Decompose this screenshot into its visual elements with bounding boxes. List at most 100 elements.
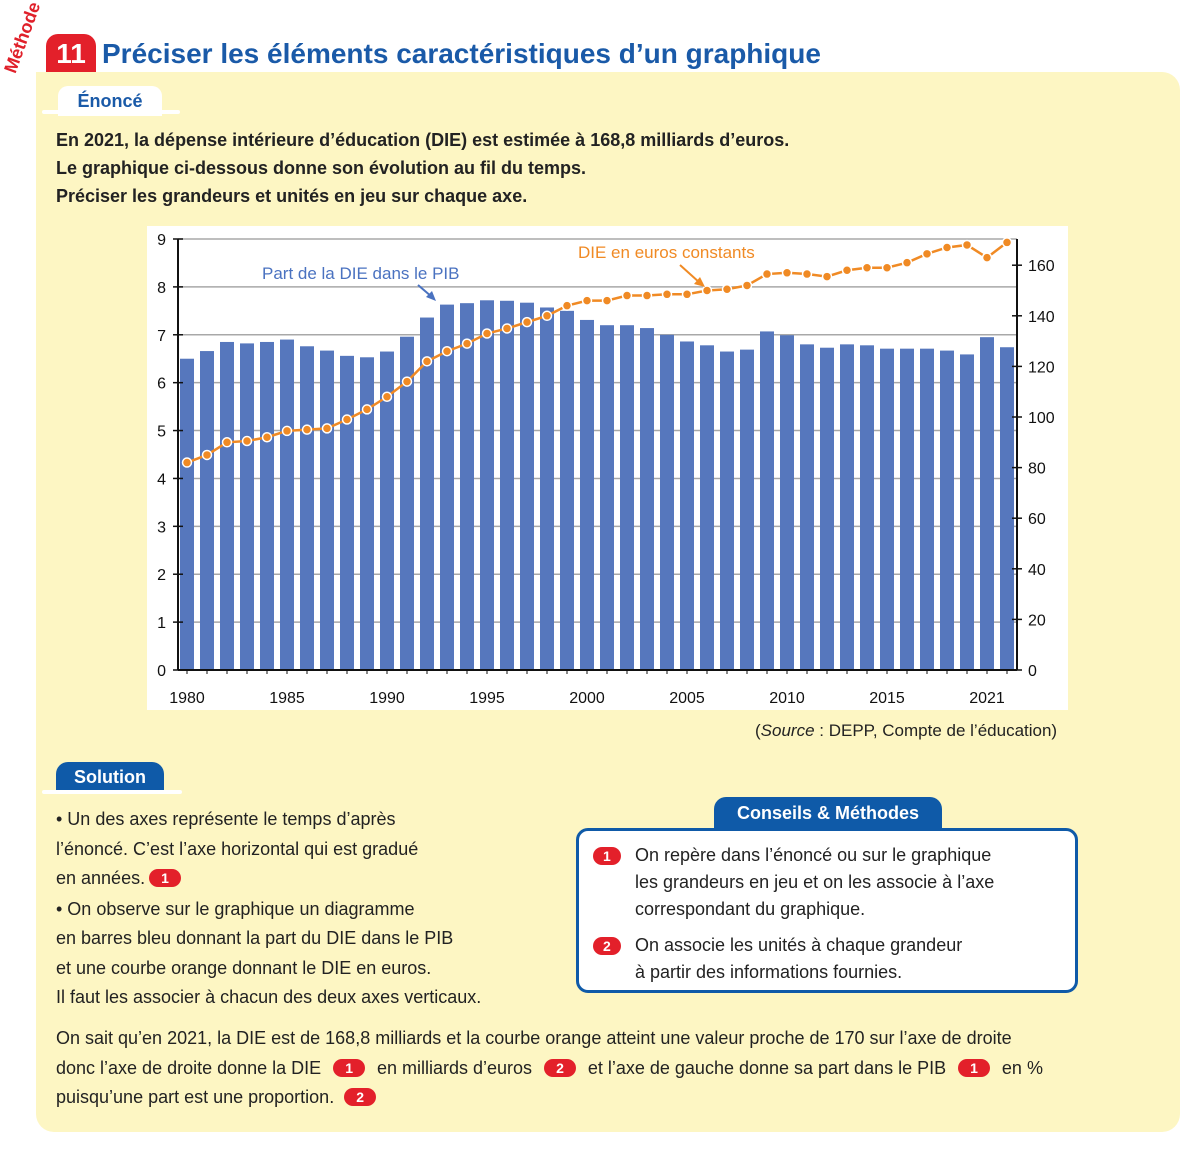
method-badge: 2 [544, 1058, 576, 1077]
solution-bullets: • Un des axes représente le temps d’aprè… [56, 805, 556, 1014]
line-point-1993 [441, 345, 453, 357]
left-tick-label: 8 [157, 280, 166, 297]
arrow-head-icon [694, 277, 705, 287]
text-line: à partir des informations fournies. [635, 962, 903, 982]
line-point-2017 [921, 248, 933, 260]
bar-1997 [520, 302, 534, 670]
line-point-2003 [641, 290, 653, 301]
left-tick-label: 7 [157, 328, 166, 345]
bar-2007 [720, 351, 734, 670]
bar-1992 [420, 317, 434, 670]
line-point-2009 [761, 268, 773, 280]
right-tick-label: 20 [1028, 612, 1046, 629]
bar-2008 [740, 349, 754, 670]
gridlines [178, 238, 1017, 623]
left-tick-label: 0 [157, 663, 166, 680]
bar-2016 [900, 348, 914, 670]
text-line: • On observe sur le graphique un diagram… [56, 898, 415, 919]
bar-1995 [480, 300, 494, 670]
line-point-2004 [661, 289, 673, 300]
line-series-label: DIE en euros constants [578, 243, 755, 262]
solution-underline [42, 790, 182, 794]
line-point-1982 [221, 437, 233, 448]
bar-1982 [220, 341, 234, 670]
method-badge: 2 [593, 937, 621, 955]
x-tick-label: 1980 [169, 690, 205, 707]
line-point-1996 [501, 323, 513, 334]
line-point-1987 [321, 423, 333, 434]
right-tick-label: 140 [1028, 309, 1055, 326]
bar-2012 [820, 347, 834, 670]
bar-1988 [340, 355, 354, 670]
conseils-box: 1 On repère dans l’énoncé ou sur le grap… [576, 828, 1078, 993]
bar-2021 [1000, 347, 1014, 670]
left-tick-label: 1 [157, 615, 166, 632]
text: en % [1001, 1057, 1043, 1078]
line-point-2018 [941, 242, 953, 253]
x-tick-label: 2021 [969, 690, 1005, 707]
left-tick-label: 3 [157, 519, 166, 536]
bar-1989 [360, 357, 374, 670]
line-point-1992 [421, 356, 433, 367]
text-line: Il faut les associer à chacun des deux a… [56, 987, 482, 1007]
line-point-1999 [561, 300, 573, 311]
solution-tab: Solution [56, 762, 164, 792]
line-point-2020 [981, 252, 993, 263]
line-series [181, 237, 1013, 468]
bar-2013 [840, 344, 854, 670]
line-point-1994 [461, 338, 473, 349]
bar-2000 [580, 319, 594, 670]
line-point-2015 [881, 262, 893, 273]
line-point-2021 [1001, 237, 1013, 248]
line-point-1998 [541, 310, 553, 322]
bar-1998 [540, 307, 554, 670]
left-tick-label: 9 [157, 232, 166, 249]
right-tick-label: 80 [1028, 461, 1046, 478]
text-line: en barres bleu donnant la part du DIE da… [56, 928, 454, 948]
text: puisqu’une part est une proportion. [56, 1087, 335, 1107]
conclusion: On sait qu’en 2021, la DIE est de 168,8 … [56, 1024, 1166, 1113]
bar-2020 [980, 337, 994, 670]
bar-1996 [500, 300, 514, 670]
line-point-2014 [861, 262, 873, 273]
conseil-item: 2 On associe les unités à chaque grandeu… [593, 932, 962, 986]
left-tick-label: 2 [157, 567, 166, 584]
line-point-2006 [701, 285, 713, 296]
bar-1981 [200, 351, 214, 670]
x-tick-label: 1995 [469, 690, 505, 707]
bar-2009 [760, 331, 774, 670]
line-point-2001 [601, 295, 613, 306]
line-point-2005 [681, 289, 693, 300]
enonce-underline [42, 110, 180, 114]
bar-1994 [460, 303, 474, 670]
source-paren: ( [755, 721, 761, 740]
line-point-1985 [281, 425, 293, 437]
right-tick-label: 100 [1028, 410, 1055, 427]
line-point-1990 [381, 391, 393, 403]
line-point-1980 [181, 457, 193, 468]
right-tick-label: 0 [1028, 663, 1037, 680]
bars [180, 300, 1014, 670]
bar-1987 [320, 350, 334, 670]
bar-2018 [940, 350, 954, 670]
left-tick-label: 4 [157, 471, 166, 488]
enonce-text: En 2021, la dépense intérieure d’éducati… [56, 126, 789, 210]
line-point-1981 [201, 449, 213, 461]
source-text: : DEPP, Compte de l’éducation) [814, 721, 1058, 740]
line-point-1989 [361, 404, 373, 415]
line-point-1995 [481, 328, 493, 339]
method-badge: 1 [149, 869, 181, 887]
line-point-1991 [401, 376, 413, 387]
right-tick-label: 120 [1028, 359, 1055, 376]
bullet-2: • On observe sur le graphique un diagram… [56, 895, 556, 1013]
text-line: • Un des axes représente le temps d’aprè… [56, 809, 396, 829]
right-tick-label: 160 [1028, 258, 1055, 275]
source-word: Source [760, 721, 815, 740]
bar-1986 [300, 346, 314, 670]
conseils-tab: Conseils & Méthodes [714, 797, 942, 829]
line-point-2012 [821, 271, 833, 282]
x-tick-label: 2010 [769, 690, 805, 707]
bar-2002 [620, 325, 634, 670]
line-point-2016 [901, 257, 913, 268]
